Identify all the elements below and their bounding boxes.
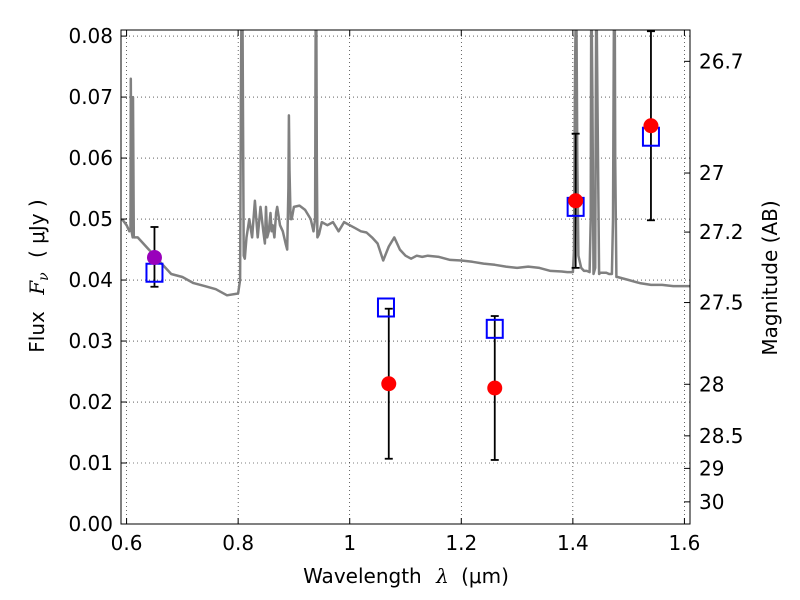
y-tick-label: 0.01 — [68, 451, 113, 475]
x-tick-label: 0.6 — [111, 531, 143, 555]
y-tick-label: 0.08 — [68, 24, 113, 48]
y-tick-label: 0.04 — [68, 268, 113, 292]
magnitude-tick-label: 28.5 — [699, 424, 744, 448]
x-tick-label: 1 — [343, 531, 356, 555]
observed-point-alt — [146, 249, 162, 265]
model-spectrum-line — [121, 30, 690, 297]
magnitude-tick-label: 30 — [699, 490, 724, 514]
y-axis-label: Flux Fν ( μJy ) — [25, 199, 53, 352]
model-photometry-square — [376, 297, 395, 318]
y-tick-label: 0.07 — [68, 85, 113, 109]
y-tick-label: 0.06 — [68, 146, 113, 170]
magnitude-axis-label: Magnitude (AB) — [758, 200, 782, 355]
axes-frame — [120, 29, 691, 525]
magnitude-axis: 26.7 27 27.2 27.5 28 28.5 29 30 — [684, 49, 744, 514]
grid — [121, 30, 690, 525]
x-tick-label: 1.2 — [445, 531, 477, 555]
x-tick-label: 0.8 — [222, 531, 254, 555]
x-axis: 0.6 0.8 1 1.2 1.4 1.6 — [111, 30, 701, 555]
plot-area — [121, 30, 690, 461]
y-tick-label: 0.02 — [68, 390, 113, 414]
observed-point — [568, 193, 584, 209]
model-photometry-square — [485, 318, 504, 339]
magnitude-tick-label: 27.5 — [699, 291, 744, 315]
observed-point — [381, 376, 397, 392]
magnitude-tick-label: 29 — [699, 456, 724, 480]
x-tick-label: 1.4 — [557, 531, 589, 555]
x-axis-label: Wavelength λ (μm) — [303, 564, 509, 588]
magnitude-tick-label: 26.7 — [699, 49, 744, 73]
magnitude-tick-label: 27 — [699, 161, 724, 185]
observed-point — [643, 118, 659, 134]
magnitude-tick-label: 28 — [699, 372, 724, 396]
y-tick-label: 0.05 — [68, 207, 113, 231]
observed-point — [487, 380, 503, 396]
y-tick-label: 0.00 — [68, 512, 113, 536]
y-axis: 0.00 0.01 0.02 0.03 0.04 0.05 0.06 0.07 0.08 — [68, 24, 127, 536]
x-tick-label: 1.6 — [669, 531, 701, 555]
magnitude-tick-label: 27.2 — [699, 220, 744, 244]
y-tick-label: 0.03 — [68, 329, 113, 353]
